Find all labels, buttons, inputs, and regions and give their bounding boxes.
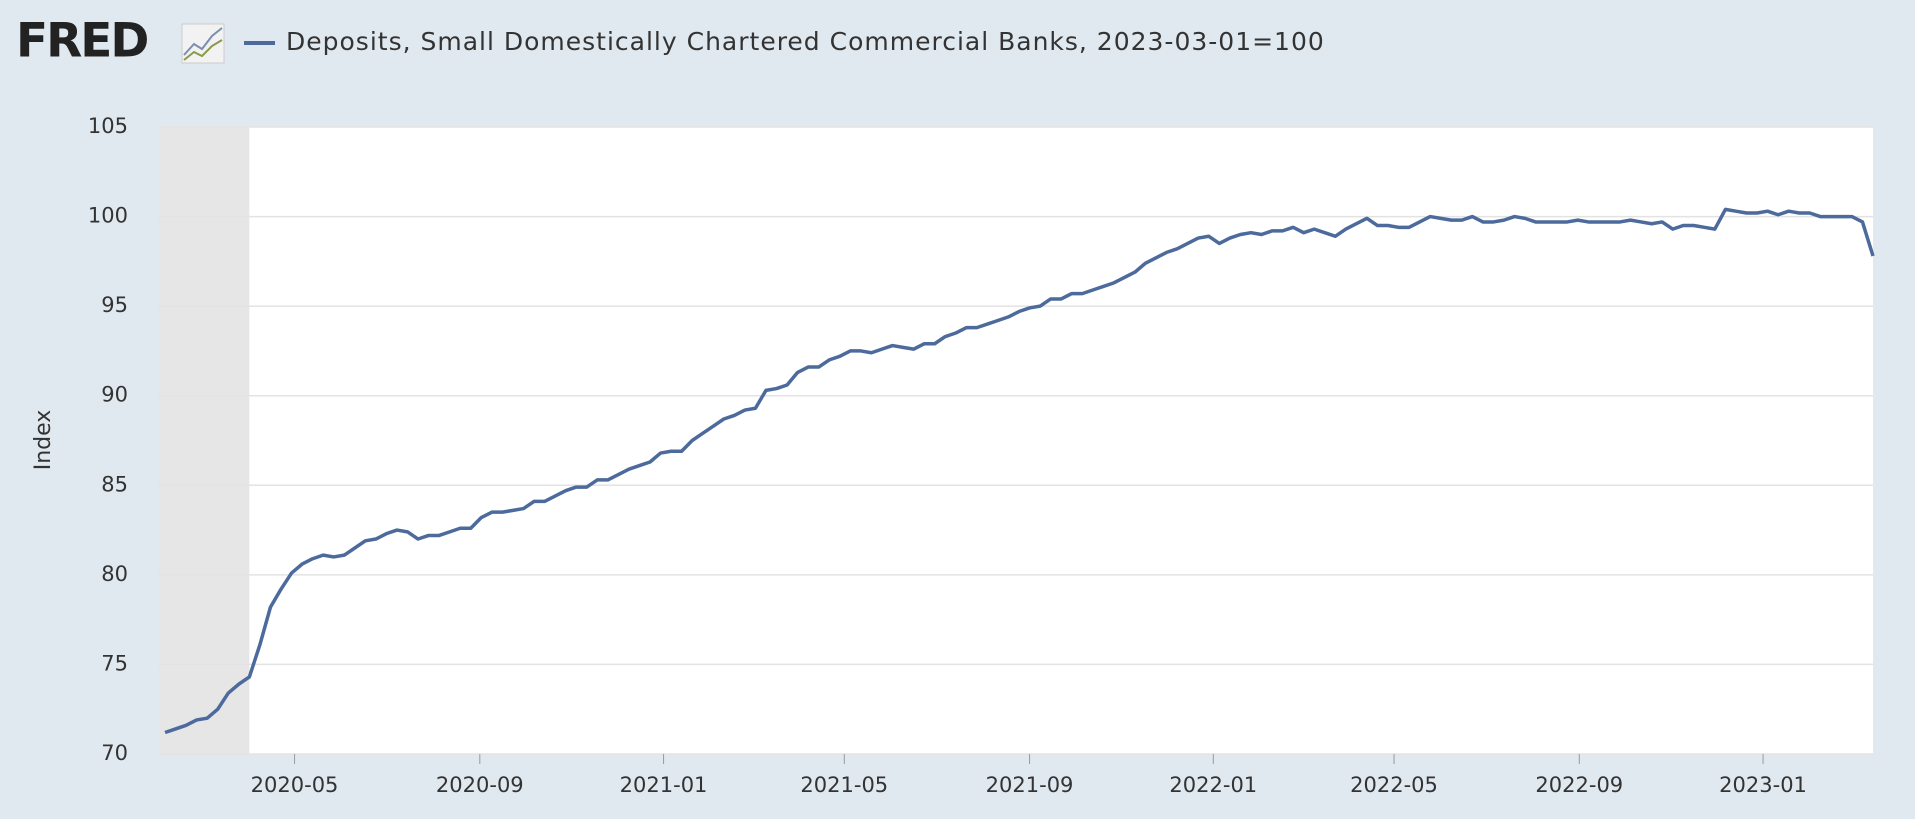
- y-tick-label: 80: [101, 562, 128, 586]
- x-tick-label: 2020-09: [436, 773, 524, 797]
- data-line: [164, 207, 1875, 735]
- y-tick-label: 90: [101, 383, 128, 407]
- y-tick-label: 95: [101, 293, 128, 317]
- logo-icon: [181, 23, 225, 64]
- y-tick-label: 75: [101, 651, 128, 675]
- x-tick-label: 2023-01: [1719, 773, 1807, 797]
- legend-label: Deposits, Small Domestically Chartered C…: [286, 27, 1325, 56]
- logo: FRED: [16, 14, 147, 69]
- x-tick-label: 2022-01: [1169, 773, 1257, 797]
- x-tick-label: 2021-09: [986, 773, 1074, 797]
- y-axis-label: Index: [31, 410, 56, 471]
- x-tick-label: 2021-01: [620, 773, 708, 797]
- y-tick-label: 85: [101, 472, 128, 496]
- recession-shading: [159, 127, 250, 754]
- x-tick-label: 2022-09: [1535, 773, 1623, 797]
- x-tick-label: 2021-05: [800, 773, 888, 797]
- y-tick-label: 70: [101, 741, 128, 765]
- y-tick-label: 105: [88, 114, 128, 138]
- plot-area: [159, 127, 1873, 754]
- x-tick-label: 2022-05: [1350, 773, 1438, 797]
- y-tick-label: 100: [88, 204, 128, 228]
- x-tick-label: 2020-05: [251, 773, 339, 797]
